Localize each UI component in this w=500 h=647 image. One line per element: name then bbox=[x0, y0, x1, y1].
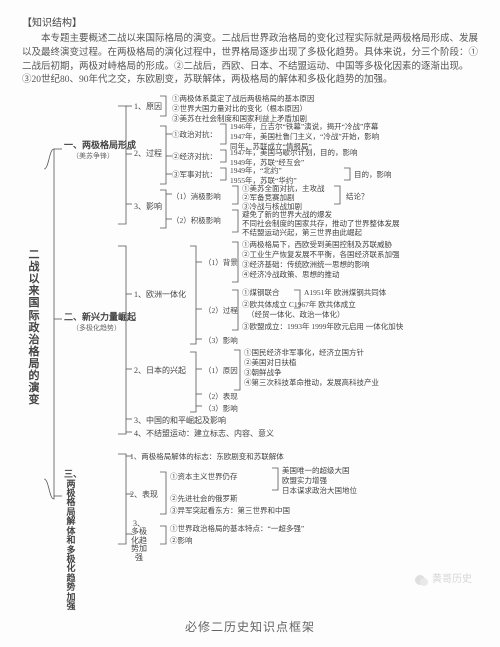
n2-eu-bg-2: ②工业生产恢复发展不平衡，各国经济联系加强 bbox=[242, 250, 400, 259]
n3-p1: 1、两极格局解体的标志：东欧剧变和苏联解体 bbox=[130, 452, 284, 461]
n1-proc-c1: 1949年，“北约” bbox=[230, 166, 282, 175]
n2-jp-r3: ③朝鲜战争 bbox=[244, 368, 282, 377]
branch-1-title: 一、两极格局形成 bbox=[64, 140, 136, 151]
n1-proc-a1: 1946年，丘吉尔“铁幕”演说，揭开“冷战”序幕 bbox=[230, 122, 378, 131]
n2-eu-proc-1: ①煤钢联合 bbox=[242, 288, 280, 297]
knowledge-tree: 二战以来国际政治格局的演变 bbox=[22, 94, 478, 564]
n1-eff-pos: （2）积极影响 bbox=[172, 216, 221, 225]
branch-1-sub: （美苏争锋） bbox=[72, 152, 114, 161]
n2-eu-bg-4: ④经济冷战政策、思想的推动 bbox=[242, 270, 340, 279]
n1-reason-1: ①两极体系奠定了战后两极格局的基本原因 bbox=[172, 94, 315, 103]
n2-eu-proc: （2）过程 bbox=[204, 306, 238, 315]
n2-jp-r4: ④第三次科技革命推动，发展高科技产业 bbox=[244, 378, 379, 387]
watermark: 黄哥历史 bbox=[414, 570, 473, 587]
n2-jp-r2: ②美国对日扶植 bbox=[244, 358, 297, 367]
n1-proc-c: ③军事对抗： bbox=[172, 170, 217, 179]
branch-2-title: 二、新兴力量崛起 bbox=[64, 312, 136, 323]
n2-non: 4、不结盟运动：建立标志、内容、意义 bbox=[134, 429, 274, 439]
n1-effect: 3、影响 bbox=[134, 202, 162, 212]
branch-3-title: 三、两极格局解体和多极化趋势加强 bbox=[64, 470, 78, 612]
n3-p2b: ②先进社会的俄罗斯 bbox=[170, 494, 238, 503]
n3-p3b: ②影响 bbox=[170, 536, 193, 545]
n2-eu-bg: （1）背景 bbox=[204, 258, 238, 267]
n1-proc-a: ①政治对抗： bbox=[172, 130, 217, 139]
n1-proc-b1: 1947年，美国马歇尔计划，目的，影响 bbox=[230, 148, 358, 157]
section-title: 【知识结构】 bbox=[22, 14, 478, 29]
wechat-icon bbox=[414, 573, 428, 587]
n3-p2a: ①资本主义世界仍存 bbox=[170, 472, 238, 481]
n2-eu-proc-3: ③欧盟成立：1993年 1999年欧元启用 一体化加快 bbox=[242, 322, 403, 331]
n3-p2a-r2: 欧盟实力增强 bbox=[282, 476, 327, 485]
n2-eu-bg-3: ③经济基础：传统欧洲统一思想的影响 bbox=[242, 260, 370, 269]
n3-p2a-r3: 日本谋求政治大国地位 bbox=[282, 486, 357, 495]
n1-eff-q: 结论？ bbox=[346, 192, 369, 201]
n2-eu-proc-1r: A1951年 欧洲煤钢共同体 bbox=[304, 288, 386, 297]
n2-cn: 3、中国的和平崛起及影响 bbox=[134, 416, 226, 426]
n2-eu-proc-2: ②欧共体成立 C1967年 欧共体成立 bbox=[242, 300, 356, 309]
n2-jp-show: （2）表现 bbox=[204, 392, 238, 401]
n2-jp-reason: （1）原因 bbox=[204, 366, 238, 375]
n3-p2c: ③异军突起看东方：第三世界和中国 bbox=[170, 506, 290, 515]
n1-proc-cr: 目的，影响 bbox=[354, 170, 392, 179]
n2-jp-eff: （3）影响 bbox=[204, 404, 238, 413]
n1-process: 2、过程 bbox=[134, 149, 162, 159]
n2-eu-eff: （3）影响 bbox=[204, 336, 238, 345]
n1-reason-2: ②世界大国力量对比的变化（根本原因） bbox=[172, 104, 307, 113]
n3-p2: 2、表现 bbox=[130, 490, 158, 500]
n2-jp-r1: ①国民经济非军事化，经济立国方针 bbox=[244, 348, 364, 357]
page-footer-title: 必修二历史知识点框架 bbox=[0, 618, 500, 635]
n1-eff-neg: （1）消极影响 bbox=[172, 192, 221, 201]
n2-jp: 2、日本的兴起 bbox=[134, 366, 186, 376]
intro-paragraph: 本专题主要概述二战以来国际格局的演变。二战后世界政治格局的变化过程实际就是两极格… bbox=[22, 33, 478, 88]
branch-2-sub: （多极化趋势） bbox=[72, 324, 121, 333]
n2-eu: 1、欧洲一体化 bbox=[134, 290, 186, 300]
n1-reason: 1、原因 bbox=[134, 102, 162, 112]
n2-eu-proc-t: （经贸一体化、政治一体化） bbox=[247, 310, 345, 319]
n3-p3a: ①世界政治格局的基本特点：“一超多强” bbox=[170, 524, 304, 533]
n1-proc-a2: 1947年，美国杜鲁门主义，“冷战”开始，影响 bbox=[230, 132, 379, 141]
n3-p3-t: 3、多极化趋势加强 bbox=[130, 520, 148, 562]
n1-proc-b: ②经济对抗： bbox=[172, 152, 217, 161]
n1-eff-pos-3: 不结盟运动兴起，第三世界由此崛起 bbox=[242, 228, 362, 237]
n3-p2a-r1: 美国唯一的超级大国 bbox=[282, 466, 350, 475]
n2-eu-bg-1: ①两极格局下，西欧受到美国控制及苏联威胁 bbox=[242, 240, 392, 249]
